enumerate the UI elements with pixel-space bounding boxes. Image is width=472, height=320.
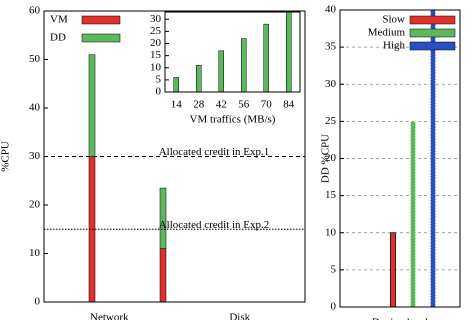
plot-frame	[43, 10, 306, 303]
legend-swatch	[409, 28, 456, 38]
bar	[263, 23, 269, 93]
y-tick-label: 20	[325, 152, 337, 164]
x-tick-label: 42	[216, 99, 227, 111]
legend-swatch	[81, 15, 121, 25]
y-tick-label: 0	[35, 296, 41, 308]
bar	[390, 232, 396, 308]
y-tick-label: 15	[150, 49, 162, 61]
y-tick-label: 40	[325, 4, 337, 16]
bar	[241, 38, 247, 93]
y-tick-label: 20	[29, 199, 41, 211]
y-axis-label: DD %CPU	[320, 134, 332, 183]
bar	[218, 50, 224, 93]
x-tick-label: Network	[90, 312, 129, 320]
y-tick-label: 0	[331, 301, 337, 313]
x-tick-label: Disk	[229, 312, 250, 320]
legend-label: VM	[50, 14, 68, 26]
x-tick-label: 28	[193, 99, 205, 111]
bar	[286, 11, 292, 93]
y-tick-label: 25	[150, 25, 162, 37]
inset-background	[165, 12, 300, 92]
y-tick-label: 10	[29, 247, 41, 259]
annotation: Allocated credit in Exp.2	[159, 219, 270, 231]
y-tick-label: 60	[29, 5, 41, 17]
plot-frame	[339, 9, 461, 308]
x-tick-label: 84	[283, 99, 295, 111]
y-tick-label: 30	[150, 13, 162, 25]
y-tick-label: 30	[29, 150, 41, 162]
y-tick-label: 25	[325, 115, 337, 127]
y-tick-label: 50	[29, 53, 41, 65]
legend-label: Medium	[368, 27, 406, 39]
x-tick-label: 56	[238, 99, 250, 111]
x-tick-label: Device-level	[372, 317, 428, 320]
y-tick-label: 15	[325, 189, 337, 201]
y-axis-label: %CPU	[0, 141, 12, 172]
y-tick-label: 35	[325, 41, 337, 53]
legend-swatch	[409, 15, 456, 25]
y-tick-label: 30	[325, 78, 337, 90]
y-tick-label: 10	[325, 226, 337, 238]
legend-label: High	[383, 40, 406, 52]
x-axis-label: VM traffics (MB/s)	[190, 114, 276, 126]
bar	[196, 65, 202, 93]
bar	[173, 77, 179, 93]
bar	[430, 9, 436, 308]
bar-segment	[159, 248, 167, 303]
legend-swatch	[81, 33, 121, 43]
legend-swatch	[409, 41, 456, 51]
y-tick-label: 40	[29, 102, 41, 114]
y-tick-label: 10	[150, 61, 162, 73]
bar-segment	[88, 54, 96, 157]
y-tick-label: 5	[156, 73, 162, 85]
bar	[410, 120, 416, 308]
plot-frame	[164, 11, 301, 93]
y-tick-label: 20	[150, 37, 162, 49]
y-tick-label: 0	[156, 86, 162, 98]
y-tick-label: 5	[331, 263, 337, 275]
bar-segment	[159, 187, 167, 249]
legend-label: DD	[50, 32, 66, 44]
annotation: Allocated credit in Exp.1	[159, 146, 270, 158]
x-tick-label: 70	[261, 99, 273, 111]
x-tick-label: 14	[171, 99, 183, 111]
legend-label: Slow	[382, 14, 405, 26]
